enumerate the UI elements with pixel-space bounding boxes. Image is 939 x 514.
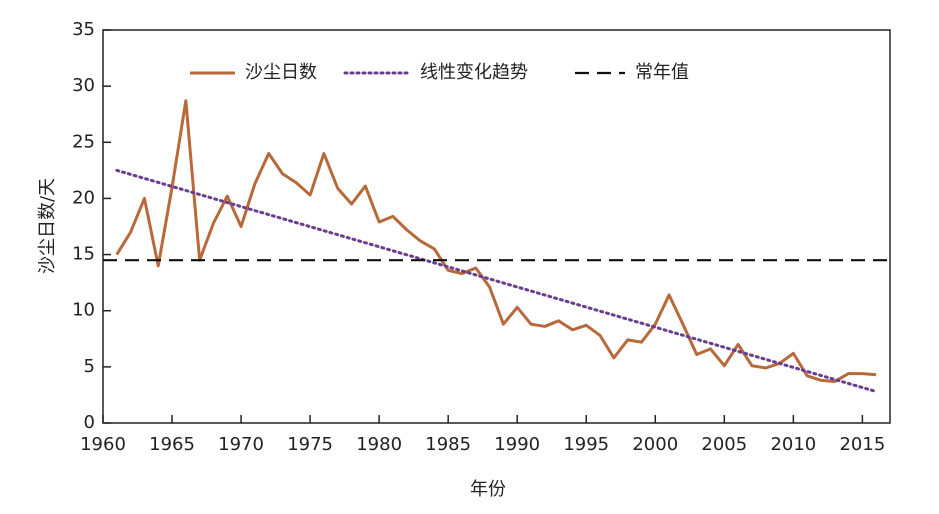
x-tick-label: 1965 xyxy=(149,434,195,455)
x-tick-label: 1985 xyxy=(425,434,471,455)
y-tick-label: 20 xyxy=(72,187,95,208)
plot-frame xyxy=(102,29,891,424)
y-tick-label: 15 xyxy=(72,244,95,265)
x-tick-label: 1960 xyxy=(80,434,126,455)
y-tick-label: 30 xyxy=(72,75,95,96)
legend-label: 常年值 xyxy=(635,62,689,83)
y-tick-label: 10 xyxy=(72,300,95,321)
x-axis-label: 年份 xyxy=(470,479,506,500)
x-tick-label: 1990 xyxy=(494,434,540,455)
x-tick-label: 2010 xyxy=(770,434,816,455)
y-tick-label: 0 xyxy=(84,412,95,433)
x-tick-label: 2015 xyxy=(839,434,885,455)
x-tick-label: 1980 xyxy=(356,434,402,455)
x-tick-label: 2005 xyxy=(701,434,747,455)
legend-label: 线性变化趋势 xyxy=(420,62,528,83)
y-tick-label: 35 xyxy=(72,19,95,40)
y-tick-label: 5 xyxy=(84,356,95,377)
y-axis-label: 沙尘日数/天 xyxy=(37,178,58,274)
y-tick-label: 25 xyxy=(72,131,95,152)
series-line xyxy=(115,99,877,383)
x-tick-label: 2000 xyxy=(632,434,678,455)
legend-label: 沙尘日数 xyxy=(245,62,317,83)
series-line xyxy=(115,168,878,394)
x-tick-label: 1975 xyxy=(287,434,333,455)
x-tick-label: 1995 xyxy=(563,434,609,455)
x-tick-label: 1970 xyxy=(218,434,264,455)
